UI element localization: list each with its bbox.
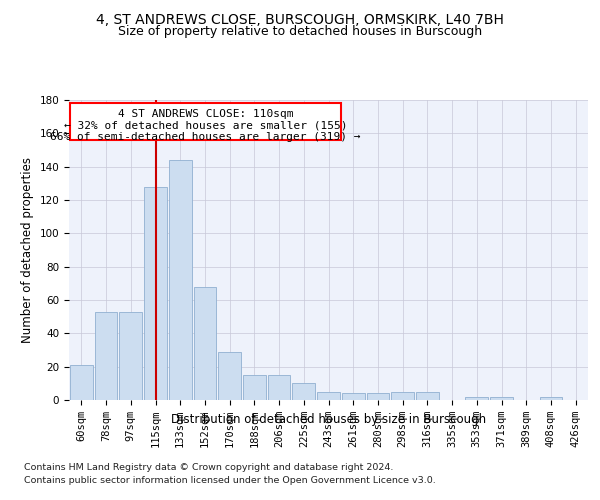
Bar <box>169 160 191 400</box>
Bar <box>268 375 290 400</box>
Bar <box>194 286 216 400</box>
Bar <box>317 392 340 400</box>
Text: Contains public sector information licensed under the Open Government Licence v3: Contains public sector information licen… <box>24 476 436 485</box>
Text: Size of property relative to detached houses in Burscough: Size of property relative to detached ho… <box>118 25 482 38</box>
Bar <box>144 186 167 400</box>
Text: Distribution of detached houses by size in Burscough: Distribution of detached houses by size … <box>171 412 487 426</box>
Bar <box>466 396 488 400</box>
Text: 4, ST ANDREWS CLOSE, BURSCOUGH, ORMSKIRK, L40 7BH: 4, ST ANDREWS CLOSE, BURSCOUGH, ORMSKIRK… <box>96 12 504 26</box>
Bar <box>292 384 315 400</box>
Bar <box>539 396 562 400</box>
Bar <box>367 394 389 400</box>
Bar <box>70 365 93 400</box>
Text: ← 32% of detached houses are smaller (155): ← 32% of detached houses are smaller (15… <box>64 120 347 130</box>
Text: Contains HM Land Registry data © Crown copyright and database right 2024.: Contains HM Land Registry data © Crown c… <box>24 462 394 471</box>
Bar <box>416 392 439 400</box>
Bar <box>243 375 266 400</box>
Bar <box>391 392 414 400</box>
Text: 66% of semi-detached houses are larger (319) →: 66% of semi-detached houses are larger (… <box>50 132 361 141</box>
Bar <box>218 352 241 400</box>
Bar <box>95 312 118 400</box>
Bar <box>119 312 142 400</box>
Bar <box>342 394 365 400</box>
Bar <box>70 104 341 140</box>
Y-axis label: Number of detached properties: Number of detached properties <box>21 157 34 343</box>
Bar <box>490 396 513 400</box>
Text: 4 ST ANDREWS CLOSE: 110sqm: 4 ST ANDREWS CLOSE: 110sqm <box>118 109 293 119</box>
